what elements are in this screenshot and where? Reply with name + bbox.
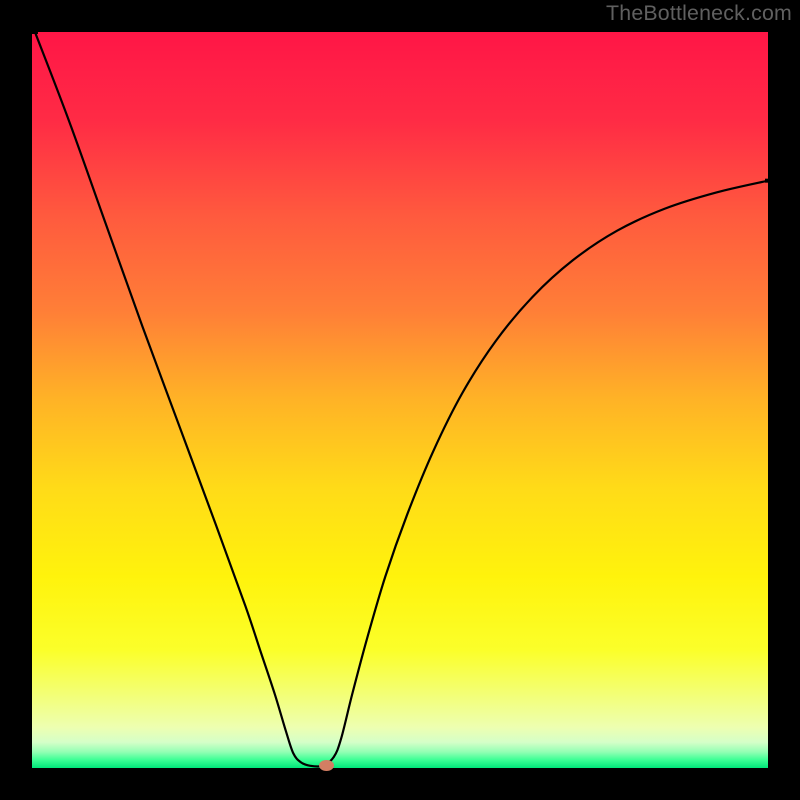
bottleneck-curve [32,32,768,768]
chart-container: { "meta": { "watermark_text": "TheBottle… [0,0,800,800]
watermark-text: TheBottleneck.com [606,1,792,26]
plot-area [32,32,768,768]
minimum-marker [319,760,334,771]
